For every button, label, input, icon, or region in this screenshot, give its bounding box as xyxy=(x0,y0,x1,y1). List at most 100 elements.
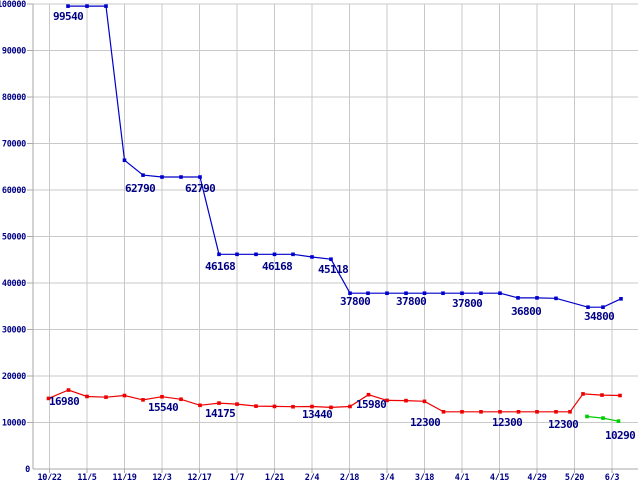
value-label: 46168 xyxy=(205,260,235,273)
red-price-line-marker xyxy=(122,393,127,398)
blue-price-line-marker xyxy=(66,4,70,8)
red-price-line-marker xyxy=(104,395,108,399)
blue-price-line-marker xyxy=(348,291,352,296)
blue-price-line-marker xyxy=(179,175,183,179)
y-axis-tick-label: 90000 xyxy=(2,47,26,57)
value-label: 36800 xyxy=(511,305,541,318)
blue-price-line-marker xyxy=(619,297,623,301)
value-label: 14175 xyxy=(205,407,235,420)
red-price-line-marker xyxy=(581,392,585,396)
blue-price-line-marker xyxy=(198,175,202,179)
red-price-line-marker xyxy=(554,410,558,414)
red-price-line-marker xyxy=(198,403,202,408)
red-price-line-marker xyxy=(291,404,295,409)
red-price-line-marker xyxy=(179,397,183,402)
value-label: 34800 xyxy=(584,310,614,323)
value-label: 12300 xyxy=(548,418,578,431)
value-label: 62790 xyxy=(185,182,215,195)
y-axis-tick-label: 80000 xyxy=(2,93,26,103)
blue-price-line-marker xyxy=(498,291,502,296)
y-axis-tick-label: 60000 xyxy=(2,186,26,196)
red-price-line-marker xyxy=(568,410,572,414)
red-price-line-marker xyxy=(600,393,604,397)
blue-price-line-marker xyxy=(535,296,539,300)
blue-price-line-marker xyxy=(385,291,389,296)
value-label: 15980 xyxy=(356,398,386,411)
red-price-line-marker xyxy=(460,410,464,414)
y-axis-tick-label: 30000 xyxy=(2,326,26,336)
value-label: 12300 xyxy=(410,416,440,429)
blue-price-line-marker xyxy=(329,257,333,262)
y-axis-tick-label: 40000 xyxy=(2,279,26,289)
blue-price-line-marker xyxy=(254,252,258,257)
red-price-line-marker xyxy=(329,405,333,410)
value-label: 10290 xyxy=(605,429,635,442)
x-axis-tick-label: 4/1 xyxy=(455,473,470,480)
blue-price-line-marker xyxy=(586,305,590,309)
green-price-line-marker xyxy=(601,416,605,420)
blue-price-line-marker xyxy=(516,296,520,300)
value-label: 12300 xyxy=(492,416,522,429)
x-axis-tick-label: 1/21 xyxy=(265,473,284,480)
x-axis-tick-label: 11/5 xyxy=(77,473,96,480)
x-axis-tick-label: 2/18 xyxy=(340,473,359,480)
value-label: 37800 xyxy=(396,295,426,308)
red-price-line-marker xyxy=(516,410,521,414)
value-label: 45118 xyxy=(318,263,348,276)
value-label: 99540 xyxy=(53,10,83,23)
red-price-line-marker xyxy=(535,410,539,414)
blue-price-line-marker xyxy=(291,252,295,257)
blue-price-line-marker xyxy=(310,255,314,259)
red-price-line-marker xyxy=(217,401,221,405)
red-price-line-marker xyxy=(618,393,622,398)
x-axis-tick-label: 12/3 xyxy=(152,473,171,480)
red-price-line-marker xyxy=(66,388,71,392)
y-axis-tick-label: 50000 xyxy=(2,233,26,243)
blue-price-line-marker xyxy=(160,175,164,179)
y-axis-tick-label: 70000 xyxy=(2,140,26,150)
green-price-line-marker xyxy=(616,419,621,423)
blue-price-line-marker xyxy=(460,291,464,296)
red-price-line-marker xyxy=(422,399,427,404)
x-axis-tick-label: 1/7 xyxy=(230,473,245,480)
red-price-line-marker xyxy=(348,404,352,409)
blue-price-line-marker xyxy=(601,305,605,309)
red-price-line-marker xyxy=(441,410,446,414)
x-axis-tick-label: 3/4 xyxy=(380,473,395,480)
y-axis-tick-label: 100000 xyxy=(0,0,26,10)
blue-price-line-marker xyxy=(235,252,239,257)
value-label: 16980 xyxy=(49,395,79,408)
red-price-line-marker xyxy=(85,394,89,399)
x-axis-tick-label: 5/20 xyxy=(565,473,584,480)
value-label: 46168 xyxy=(262,260,292,273)
blue-price-line-marker xyxy=(554,296,558,301)
green-price-line-marker xyxy=(585,414,589,419)
y-axis-origin-label: 0 xyxy=(25,465,30,475)
red-price-line-marker xyxy=(366,392,371,397)
value-label: 13440 xyxy=(302,408,332,421)
x-axis-tick-label: 4/15 xyxy=(490,473,509,480)
x-axis-tick-label: 6/3 xyxy=(605,473,620,480)
red-price-line-marker xyxy=(272,404,277,409)
value-label: 37800 xyxy=(340,295,370,308)
red-price-line-marker xyxy=(479,410,483,414)
blue-price-line-marker xyxy=(422,291,427,296)
value-label: 62790 xyxy=(125,182,155,195)
red-price-line-marker xyxy=(235,402,239,406)
x-axis-tick-label: 3/18 xyxy=(415,473,434,480)
red-price-line-marker xyxy=(46,396,51,401)
blue-price-line-marker xyxy=(85,4,89,8)
blue-price-line-marker xyxy=(104,4,108,8)
x-axis-tick-label: 11/19 xyxy=(112,473,136,480)
red-price-line-marker xyxy=(498,410,502,414)
blue-price-line-marker xyxy=(404,291,408,296)
blue-price-line-marker xyxy=(217,252,221,257)
red-price-line-marker xyxy=(310,404,314,409)
x-axis-tick-label: 2/4 xyxy=(305,473,320,480)
red-price-line-marker xyxy=(141,398,145,402)
red-price-line xyxy=(48,389,621,413)
red-price-line-marker xyxy=(404,398,408,403)
blue-price-line-marker xyxy=(141,173,145,177)
blue-price-line-marker xyxy=(122,158,127,163)
